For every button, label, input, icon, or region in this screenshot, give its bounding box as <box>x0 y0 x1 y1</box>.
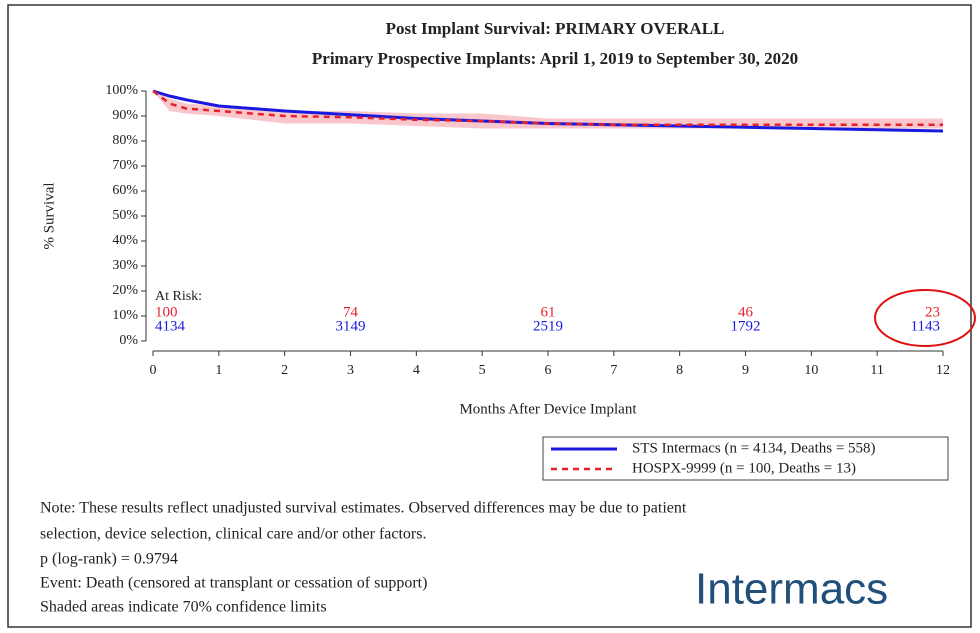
x-tick-label: 4 <box>413 363 420 378</box>
at-risk-count: 23 <box>925 304 940 320</box>
confidence-band <box>153 91 943 129</box>
at-risk-count: 4134 <box>155 318 186 334</box>
y-tick-label: 10% <box>112 308 138 323</box>
chart-subtitle: Primary Prospective Implants: April 1, 2… <box>312 49 798 68</box>
x-tick-label: 9 <box>742 363 749 378</box>
at-risk-count: 74 <box>343 304 359 320</box>
y-tick-label: 50% <box>112 208 138 223</box>
note: Note: These results reflect unadjusted s… <box>40 500 687 517</box>
at-risk-count: 100 <box>155 304 178 320</box>
x-tick-label: 12 <box>936 363 950 378</box>
x-tick-label: 2 <box>281 363 288 378</box>
note: p (log-rank) = 0.9794 <box>40 551 178 568</box>
y-tick-label: 90% <box>112 108 138 123</box>
highlight-circle <box>874 289 976 347</box>
y-tick-label: 30% <box>112 258 138 273</box>
y-tick-label: 100% <box>105 83 138 98</box>
at-risk-count: 2519 <box>533 318 563 334</box>
legend-label: STS Intermacs (n = 4134, Deaths = 558) <box>632 440 876 456</box>
x-tick-label: 3 <box>347 363 354 378</box>
y-tick-label: 40% <box>112 233 138 248</box>
note: selection, device selection, clinical ca… <box>40 526 426 543</box>
x-tick-label: 6 <box>545 363 552 378</box>
y-tick-label: 60% <box>112 183 138 198</box>
at-risk-count: 61 <box>541 304 556 320</box>
y-tick-label: 80% <box>112 133 138 148</box>
x-tick-label: 8 <box>676 363 683 378</box>
frame <box>7 4 972 628</box>
x-axis-label: Months After Device Implant <box>459 401 637 417</box>
x-tick-label: 10 <box>804 363 818 378</box>
y-axis-label: % Survival <box>41 182 57 249</box>
at-risk-count: 1143 <box>911 318 940 334</box>
x-tick-label: 5 <box>479 363 486 378</box>
chart-title: Post Implant Survival: PRIMARY OVERALL <box>386 19 725 38</box>
at-risk-label: At Risk: <box>155 289 202 304</box>
logo: Intermacs <box>695 565 888 614</box>
y-tick-label: 0% <box>119 333 138 348</box>
x-tick-label: 0 <box>150 363 157 378</box>
at-risk-count: 46 <box>738 304 754 320</box>
y-tick-label: 20% <box>112 283 138 298</box>
legend-label: HOSPX-9999 (n = 100, Deaths = 13) <box>632 460 856 476</box>
y-tick-label: 70% <box>112 158 138 173</box>
note: Shaded areas indicate 70% confidence lim… <box>40 599 327 616</box>
survival-line <box>152 90 943 126</box>
note: Event: Death (censored at transplant or … <box>40 575 427 592</box>
at-risk-count: 1792 <box>731 318 761 334</box>
x-tick-label: 11 <box>870 363 883 378</box>
legend <box>542 436 949 481</box>
at-risk-count: 3149 <box>336 318 366 334</box>
x-tick-label: 7 <box>610 363 617 378</box>
x-tick-label: 1 <box>215 363 222 378</box>
